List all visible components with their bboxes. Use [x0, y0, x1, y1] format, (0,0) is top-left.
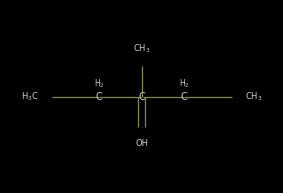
- Text: CH$_{3}$: CH$_{3}$: [133, 43, 150, 55]
- Text: C: C: [96, 91, 102, 102]
- Text: OH: OH: [135, 139, 148, 148]
- Text: CH$_{3}$: CH$_{3}$: [245, 90, 262, 103]
- Text: H$_{2}$: H$_{2}$: [179, 77, 189, 90]
- Text: C: C: [138, 91, 145, 102]
- Text: H$_{2}$: H$_{2}$: [94, 77, 104, 90]
- Text: H$_{3}$C: H$_{3}$C: [21, 90, 38, 103]
- Text: C: C: [181, 91, 187, 102]
